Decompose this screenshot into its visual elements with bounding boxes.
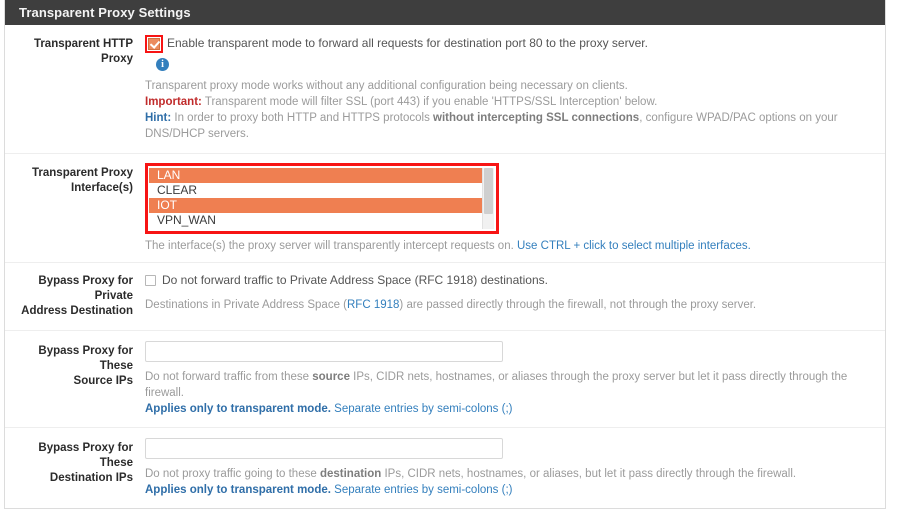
label-line-1: Transparent Proxy <box>32 167 133 179</box>
help-important-label: Important: <box>145 96 202 108</box>
help-interfaces-link[interactable]: Use CTRL + click to select multiple inte… <box>517 240 751 252</box>
help-bypass-source-bold: source <box>312 371 350 383</box>
bypass-private-address-label: Do not forward traffic to Private Addres… <box>162 273 548 287</box>
help-interfaces-text: The interface(s) the proxy server will t… <box>145 240 517 252</box>
help-hint-text-b: , configure WPAD/PAC options on your DNS… <box>145 112 838 140</box>
interface-option-iot[interactable]: IOT <box>149 198 483 213</box>
help-hint-label: Hint: <box>145 112 172 124</box>
control-bypass-destination-ips: Do not proxy traffic going to these dest… <box>145 438 885 498</box>
interface-select-highlight-box: LAN CLEAR IOT VPN_WAN <box>145 163 499 234</box>
row-bypass-source-ips: Bypass Proxy for These Source IPs Do not… <box>5 331 885 428</box>
help-bypass-destination: Do not proxy traffic going to these dest… <box>145 466 871 498</box>
control-bypass-private-address: Do not forward traffic to Private Addres… <box>145 273 885 313</box>
label-line-1: Bypass Proxy for Private <box>38 275 133 302</box>
help-interfaces: The interface(s) the proxy server will t… <box>145 238 871 254</box>
scrollbar-thumb[interactable] <box>484 168 493 214</box>
help-line-1: Transparent proxy mode works without any… <box>145 80 628 92</box>
row-transparent-proxy-interfaces: Transparent Proxy Interface(s) LAN CLEAR… <box>5 154 885 263</box>
label-line-2: Destination IPs <box>49 472 133 484</box>
interface-option-lan[interactable]: LAN <box>149 168 483 183</box>
label-bypass-destination-ips: Bypass Proxy for These Destination IPs <box>5 438 145 486</box>
interface-select-scrollbar[interactable] <box>482 168 494 229</box>
help-bypass-source-b: IPs, CIDR nets, hostnames, or aliases th… <box>145 371 848 399</box>
help-bypass-destination-separate: Separate entries by semi-colons (;) <box>330 484 513 496</box>
row-transparent-http-proxy: Transparent HTTP Proxy Enable transparen… <box>5 25 885 154</box>
label-bypass-private-address: Bypass Proxy for Private Address Destina… <box>5 273 145 319</box>
help-bypass-destination-bold: destination <box>319 468 382 480</box>
panel-title: Transparent Proxy Settings <box>5 0 885 25</box>
row-bypass-private-address: Bypass Proxy for Private Address Destina… <box>5 263 885 331</box>
control-bypass-source-ips: Do not forward traffic from these source… <box>145 341 885 417</box>
help-bypass-private: Destinations in Private Address Space (R… <box>145 297 871 313</box>
label-line-1: Bypass Proxy for These <box>38 345 133 372</box>
row-bypass-destination-ips: Bypass Proxy for These Destination IPs D… <box>5 428 885 508</box>
label-line-2: Interface(s) <box>71 182 133 194</box>
checkbox-highlight-box <box>145 35 163 53</box>
help-bypass-destination-a: Do not proxy traffic going to these <box>145 468 320 480</box>
help-transparent-proxy: Transparent proxy mode works without any… <box>145 78 871 142</box>
help-bypass-source-a: Do not forward traffic from these <box>145 371 313 383</box>
panel-body: Transparent HTTP Proxy Enable transparen… <box>5 25 885 508</box>
bypass-source-ips-input[interactable] <box>145 341 503 362</box>
label-line-2: Source IPs <box>73 375 133 387</box>
control-transparent-proxy-interfaces: LAN CLEAR IOT VPN_WAN The interface(s) t… <box>145 163 885 254</box>
help-important-text: Transparent mode will filter SSL (port 4… <box>201 96 658 108</box>
bypass-destination-ips-input[interactable] <box>145 438 503 459</box>
help-hint-text-a: In order to proxy both HTTP and HTTPS pr… <box>171 112 434 124</box>
transparent-proxy-settings-panel: Transparent Proxy Settings Transparent H… <box>4 0 886 509</box>
control-transparent-http-proxy: Enable transparent mode to forward all r… <box>145 35 885 142</box>
help-bypass-destination-b: IPs, CIDR nets, hostnames, or aliases, b… <box>381 468 797 480</box>
rfc-1918-link[interactable]: RFC 1918 <box>347 299 400 311</box>
interface-option-clear[interactable]: CLEAR <box>157 183 198 197</box>
help-bypass-source: Do not forward traffic from these source… <box>145 369 871 417</box>
help-bypass-private-a: Destinations in Private Address Space ( <box>145 299 347 311</box>
help-bypass-destination-applies: Applies only to transparent mode. <box>145 484 331 496</box>
label-line-2: Address Destination <box>21 305 133 317</box>
info-icon[interactable]: i <box>156 58 169 71</box>
bypass-private-address-checkbox[interactable] <box>145 275 156 286</box>
enable-transparent-proxy-checkbox[interactable] <box>148 38 160 50</box>
transparent-proxy-checkbox-row: Enable transparent mode to forward all r… <box>145 35 871 53</box>
label-bypass-source-ips: Bypass Proxy for These Source IPs <box>5 341 145 389</box>
label-transparent-http-proxy: Transparent HTTP Proxy <box>33 38 133 65</box>
help-bypass-source-separate: Separate entries by semi-colons (;) <box>330 403 513 415</box>
label-transparent-proxy-interfaces: Transparent Proxy Interface(s) <box>5 163 145 196</box>
label-line-1: Bypass Proxy for These <box>38 442 133 469</box>
transparent-proxy-interface-select[interactable]: LAN CLEAR IOT VPN_WAN <box>148 166 496 231</box>
help-hint-bold: without intercepting SSL connections <box>433 112 640 124</box>
interface-option-vpn-wan[interactable]: VPN_WAN <box>157 213 216 227</box>
help-bypass-private-b: ) are passed directly through the firewa… <box>399 299 757 311</box>
bypass-private-checkbox-row: Do not forward traffic to Private Addres… <box>145 273 871 288</box>
help-bypass-source-applies: Applies only to transparent mode. <box>145 403 331 415</box>
enable-transparent-proxy-label: Enable transparent mode to forward all r… <box>167 36 648 50</box>
